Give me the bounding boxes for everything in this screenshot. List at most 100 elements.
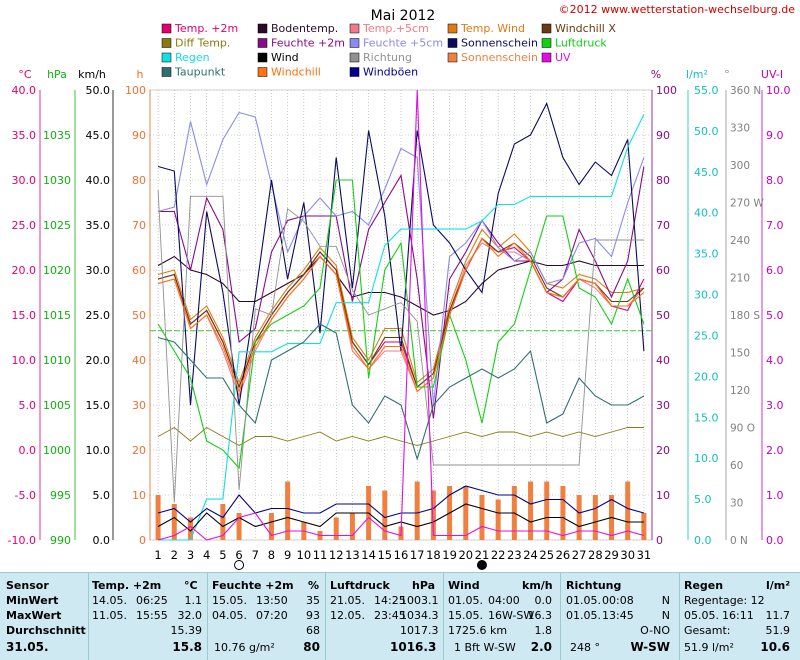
wind-tick: 10.0 [86, 444, 111, 457]
legend-label: Richtung [363, 51, 412, 64]
uv-tick: 5.0 [766, 309, 784, 322]
sunshine-bar [268, 513, 274, 540]
legend-label: Windböen [363, 66, 418, 79]
rain-tick: 25.0 [694, 329, 719, 342]
legend-label: Diff Temp. [175, 37, 230, 50]
day-tick: 15 [377, 548, 392, 562]
pressure-max-val: 1034.3 [400, 609, 439, 622]
series-line [157, 111, 645, 406]
sun-tick: 30 [132, 399, 146, 412]
day-tick: 25 [539, 548, 554, 562]
wind-avg: 1.8 [534, 624, 553, 637]
sun-tick: 40 [132, 354, 146, 367]
unit-label: h [137, 68, 144, 81]
series-line [157, 255, 644, 316]
rain-tick: 10.0 [694, 452, 719, 465]
uv-tick: 9.0 [766, 129, 784, 142]
rain-tick: 5.0 [694, 493, 712, 506]
uv-tick: 6.0 [766, 264, 784, 277]
rain-unit: l/m² [766, 579, 791, 592]
wind-unit: km/h [522, 579, 553, 592]
direction-tick: 0 N [730, 535, 748, 547]
rain-total: 51.9 [765, 624, 791, 637]
temp-tick: 0.0 [19, 444, 37, 457]
temp-tick: 10.0 [12, 354, 37, 367]
day-tick: 2 [171, 548, 178, 562]
pressure-unit: hPa [412, 579, 436, 592]
sunshine-bar [430, 490, 436, 540]
wind-tick: 50.0 [86, 84, 111, 97]
wind-min-val: 0.0 [534, 594, 553, 607]
day-tick: 17 [410, 548, 425, 562]
sunshine-bar [382, 490, 388, 540]
temp-tick: 35.0 [12, 129, 37, 142]
rain-tick: 50.0 [694, 125, 719, 138]
legend-label: UV [555, 51, 571, 64]
day-tick: 23 [507, 548, 522, 562]
humidity-tick: 100 [656, 84, 677, 97]
unit-label: % [651, 68, 661, 81]
humidity-tick: 30 [656, 399, 670, 412]
sun-tick: 10 [132, 489, 146, 502]
temp-min-time: 06:25 [136, 594, 168, 607]
day-tick: 31 [637, 548, 652, 562]
row-label-today: 31.05. [6, 640, 49, 654]
sunshine-bar [333, 517, 339, 540]
legend-swatch [349, 23, 360, 34]
rain-tick: 20.0 [694, 370, 719, 383]
direction-tick: 210 [730, 273, 750, 285]
unit-label: l/m² [686, 68, 708, 81]
uv-tick: 1.0 [766, 489, 784, 502]
legend-swatch [349, 52, 360, 63]
day-tick: 20 [458, 548, 473, 562]
wind-tick: 0.0 [93, 534, 111, 547]
temp-tick: 25.0 [12, 219, 37, 232]
direction-tick: 240 [730, 235, 750, 247]
humidity-tick: 70 [656, 219, 670, 232]
legend-swatch [541, 52, 552, 63]
temp-max-time: 15:55 [136, 609, 168, 622]
pressure-title: Luftdruck [330, 579, 390, 592]
sun-tick: 70 [132, 219, 146, 232]
pressure-max-date: 12.05. [330, 609, 365, 622]
direction-title: Richtung [566, 579, 622, 592]
sun-tick: 100 [125, 84, 146, 97]
temp-avg: 15.39 [170, 624, 203, 637]
sunshine-bar [625, 481, 631, 540]
wind-tick: 35.0 [86, 219, 111, 232]
unit-label: km/h [78, 68, 106, 81]
moon-phases [234, 560, 487, 570]
pressure-tick: 1005 [43, 399, 71, 412]
direction-max-val: N [661, 609, 670, 622]
sunshine-bar [414, 481, 420, 540]
sunshine-bar [155, 495, 161, 540]
pressure-tick: 1025 [43, 219, 71, 232]
humidity-tick: 40 [656, 354, 670, 367]
humidity-abs: 10.76 g/m² [214, 641, 275, 654]
legend-swatch [161, 52, 172, 63]
humidity-min-val: 35 [306, 594, 320, 607]
legend-swatch [349, 38, 360, 48]
legend-swatch [541, 23, 552, 34]
axis-unit-labels: °C hPa km/h h% l/m² ° UV-I [18, 68, 783, 81]
humidity-max-time: 07:20 [256, 609, 288, 622]
unit-label: UV-I [761, 68, 783, 81]
sensor-section: Sensor MinWert MaxWert Durchschnitt 31.0… [6, 573, 86, 660]
pressure-min-date: 21.05. [330, 594, 365, 607]
legend-swatch [161, 67, 172, 77]
day-tick: 11 [313, 548, 328, 562]
pressure-min-val: 1003.1 [400, 594, 439, 607]
humidity-tick: 80 [656, 174, 670, 187]
day-tick: 21 [475, 548, 490, 562]
humidity-today: 80 [303, 640, 320, 654]
legend-label: Temp. Wind [460, 22, 525, 35]
unit-label: ° [724, 68, 730, 81]
pressure-tick: 1030 [43, 174, 71, 187]
sunshine-bar [220, 504, 226, 540]
direction-avg: O-NO [640, 624, 670, 637]
legend-swatch [257, 67, 268, 77]
uv-tick: 4.0 [766, 354, 784, 367]
direction-max-date: 01.05. [566, 609, 601, 622]
legend-label: Taupunkt [174, 66, 226, 79]
legend-swatch [447, 23, 458, 34]
